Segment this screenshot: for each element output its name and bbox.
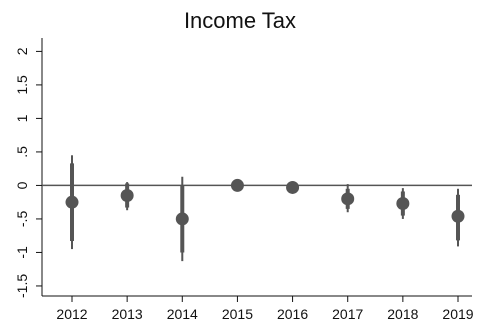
point-estimate xyxy=(341,192,355,206)
x-tick-label: 2019 xyxy=(442,306,473,322)
point-estimate xyxy=(230,178,244,192)
y-tick-label: 1 xyxy=(14,114,30,122)
point-estimate xyxy=(175,212,189,226)
x-tick-label: 2015 xyxy=(222,306,253,322)
y-tick-label: 2 xyxy=(14,47,30,55)
x-tick-label: 2014 xyxy=(167,306,198,322)
y-tick-label: .5 xyxy=(14,146,30,158)
x-tick-label: 2013 xyxy=(112,306,143,322)
y-tick-label: -1 xyxy=(14,246,30,259)
y-tick-label: 1.5 xyxy=(14,75,30,95)
y-tick-label: -1.5 xyxy=(14,274,30,298)
y-tick-label: 0 xyxy=(14,181,30,189)
x-tick-label: 2012 xyxy=(56,306,87,322)
point-estimate xyxy=(65,195,79,209)
point-estimate xyxy=(286,180,300,194)
x-tick-label: 2017 xyxy=(332,306,363,322)
point-estimate xyxy=(120,188,134,202)
y-tick-label: -.5 xyxy=(14,211,30,228)
point-estimate xyxy=(451,209,465,223)
x-tick-label: 2018 xyxy=(387,306,418,322)
point-estimate xyxy=(396,197,410,211)
x-tick-label: 2016 xyxy=(277,306,308,322)
chart-title: Income Tax xyxy=(183,8,297,33)
